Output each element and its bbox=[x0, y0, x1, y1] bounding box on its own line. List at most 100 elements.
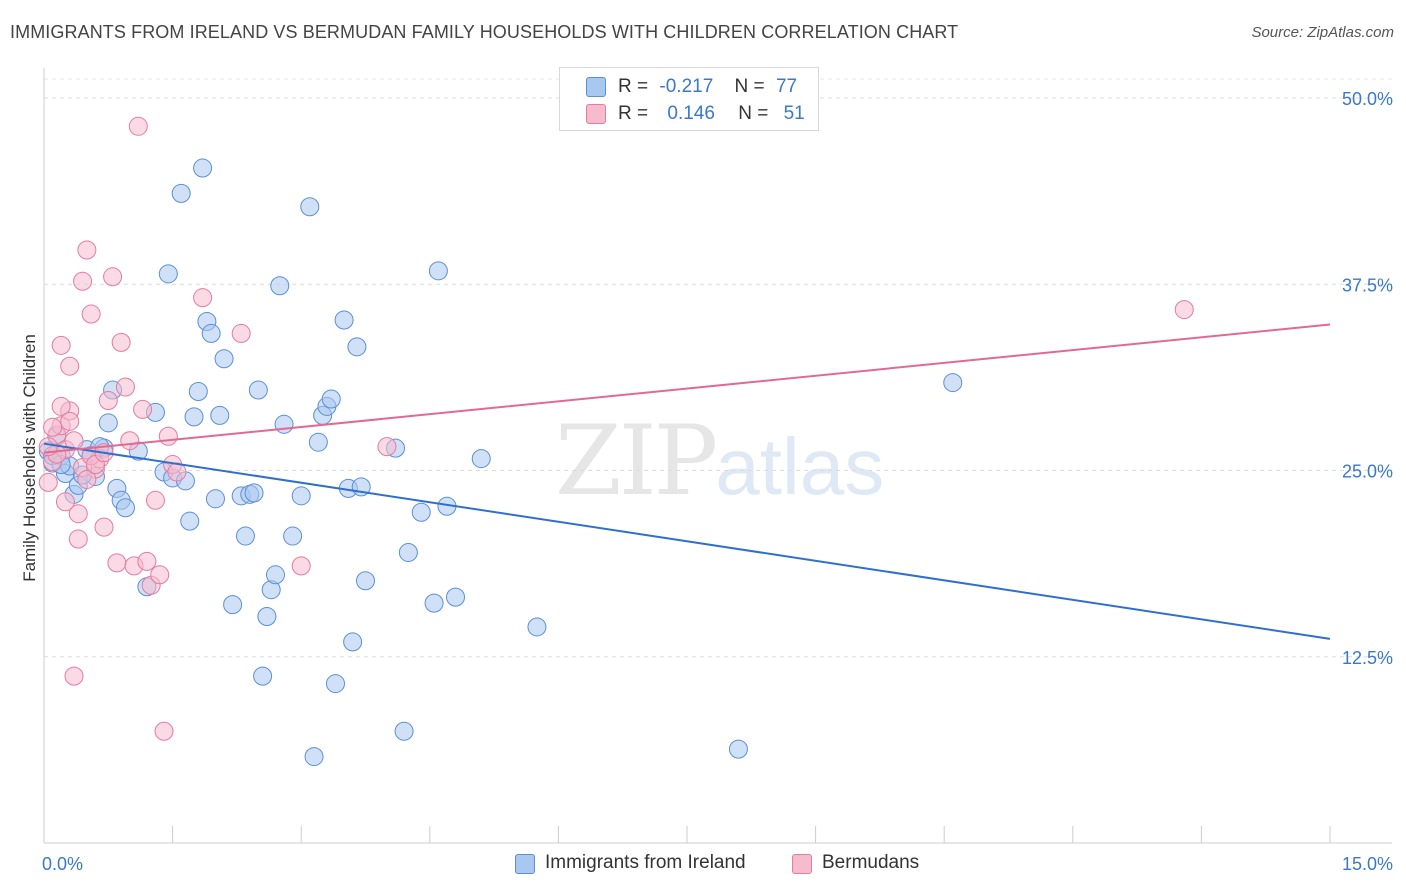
ireland-point bbox=[398, 542, 418, 562]
ireland-point bbox=[527, 617, 547, 637]
r-value: -0.217 bbox=[659, 76, 714, 97]
bermudans-point bbox=[145, 490, 165, 510]
ireland-point bbox=[943, 373, 963, 393]
ireland-point bbox=[334, 310, 354, 330]
ireland-point bbox=[325, 674, 345, 694]
ireland-point bbox=[158, 264, 178, 284]
bermudans-point bbox=[107, 553, 127, 573]
bermudans-point bbox=[64, 666, 84, 686]
ireland-point bbox=[180, 511, 200, 531]
ireland-point bbox=[210, 405, 230, 425]
ireland-point bbox=[471, 449, 491, 469]
bermudans-point bbox=[81, 304, 101, 324]
bermudans-point bbox=[43, 417, 63, 437]
ireland-point bbox=[308, 432, 328, 452]
ireland-trend-line bbox=[43, 442, 1331, 640]
chart-source: Source: ZipAtlas.com bbox=[1251, 24, 1394, 41]
legend-label-bermudans: Bermudans bbox=[822, 852, 920, 873]
bermudans-point bbox=[73, 271, 93, 291]
ireland-point bbox=[98, 413, 118, 433]
chart-title: IMMIGRANTS FROM IRELAND VS BERMUDAN FAMI… bbox=[10, 22, 959, 42]
ireland-point bbox=[257, 607, 277, 627]
ireland-swatch bbox=[586, 77, 606, 97]
ireland-point bbox=[283, 526, 303, 546]
bermudans-trend-line bbox=[43, 323, 1331, 454]
bermudans-point bbox=[60, 356, 80, 376]
bermudans-point bbox=[94, 517, 114, 537]
y-tick-label: 37.5% bbox=[1342, 275, 1393, 295]
ireland-point bbox=[446, 587, 466, 607]
y-tick-label: 50.0% bbox=[1342, 89, 1393, 109]
stats-legend: R = -0.217 N = 77 R = 0.146 N = 51 bbox=[559, 67, 819, 131]
ireland-point bbox=[223, 595, 243, 615]
ireland-point bbox=[201, 323, 221, 343]
ireland-point bbox=[411, 502, 431, 522]
ireland-point bbox=[321, 389, 341, 409]
ireland-point bbox=[235, 526, 255, 546]
series-legend: Immigrants from Ireland Bermudans bbox=[0, 851, 1406, 877]
n-label: N = bbox=[738, 103, 769, 124]
ireland-point bbox=[205, 489, 225, 509]
r-label: R = bbox=[618, 76, 649, 97]
ireland-point bbox=[214, 349, 234, 369]
r-label: R = bbox=[618, 103, 649, 124]
ireland-point bbox=[424, 593, 444, 613]
bermudans-swatch bbox=[586, 104, 606, 124]
ireland-point bbox=[728, 739, 748, 759]
bermudans-point bbox=[68, 529, 88, 549]
ireland-point bbox=[244, 483, 264, 503]
bermudans-point bbox=[377, 437, 397, 457]
ireland-point bbox=[253, 666, 273, 686]
ireland-point bbox=[428, 261, 448, 281]
watermark-zip: ZIP bbox=[555, 405, 718, 517]
ireland-point bbox=[300, 197, 320, 217]
watermark-atlas: atlas bbox=[715, 422, 885, 511]
bermudans-point bbox=[137, 551, 157, 571]
bermudans-point bbox=[60, 411, 80, 431]
ireland-point bbox=[171, 183, 191, 203]
bermudans-point bbox=[103, 267, 123, 287]
x-tick-label: 15.0% bbox=[1342, 854, 1393, 874]
ireland-point bbox=[270, 276, 290, 296]
ireland-point bbox=[291, 486, 311, 506]
bermudans-point bbox=[231, 323, 251, 343]
ireland-point bbox=[356, 571, 375, 591]
bermudans-point bbox=[1174, 300, 1194, 320]
n-value: 77 bbox=[775, 76, 798, 97]
n-value: 51 bbox=[783, 103, 805, 124]
bermudans-point bbox=[77, 469, 97, 489]
watermark: ZIPatlas bbox=[555, 405, 884, 517]
bermudans-legend-swatch bbox=[792, 854, 812, 874]
y-tick-label: 12.5% bbox=[1342, 648, 1393, 668]
y-tick-label: 25.0% bbox=[1342, 462, 1393, 482]
bermudans-point bbox=[51, 335, 71, 355]
bermudans-point bbox=[120, 431, 140, 451]
bermudans-point bbox=[158, 426, 178, 446]
bermudans-point bbox=[150, 565, 170, 585]
bermudans-point bbox=[77, 240, 97, 260]
bermudans-point bbox=[128, 116, 148, 136]
ireland-point bbox=[248, 380, 268, 400]
ireland-point bbox=[188, 382, 208, 402]
legend-label-ireland: Immigrants from Ireland bbox=[545, 852, 746, 873]
bermudans-point bbox=[38, 472, 58, 492]
ireland-legend-swatch bbox=[515, 854, 535, 874]
ireland-point bbox=[193, 158, 213, 178]
bermudans-point bbox=[51, 396, 71, 416]
ireland-point bbox=[115, 498, 135, 518]
ireland-point bbox=[394, 721, 414, 741]
ireland-point bbox=[343, 632, 363, 652]
ireland-point bbox=[304, 747, 324, 767]
ireland-point bbox=[274, 414, 294, 434]
r-value: 0.146 bbox=[667, 103, 715, 124]
bermudans-point bbox=[68, 504, 88, 524]
bermudans-point bbox=[133, 399, 153, 419]
bermudans-point bbox=[115, 377, 135, 397]
ireland-point bbox=[265, 565, 285, 585]
bermudans-point bbox=[111, 332, 131, 352]
x-tick-label: 0.0% bbox=[42, 854, 83, 874]
n-label: N = bbox=[734, 76, 765, 97]
bermudans-point bbox=[98, 390, 118, 410]
bermudans-point bbox=[154, 721, 174, 741]
bermudans-point bbox=[193, 288, 213, 308]
